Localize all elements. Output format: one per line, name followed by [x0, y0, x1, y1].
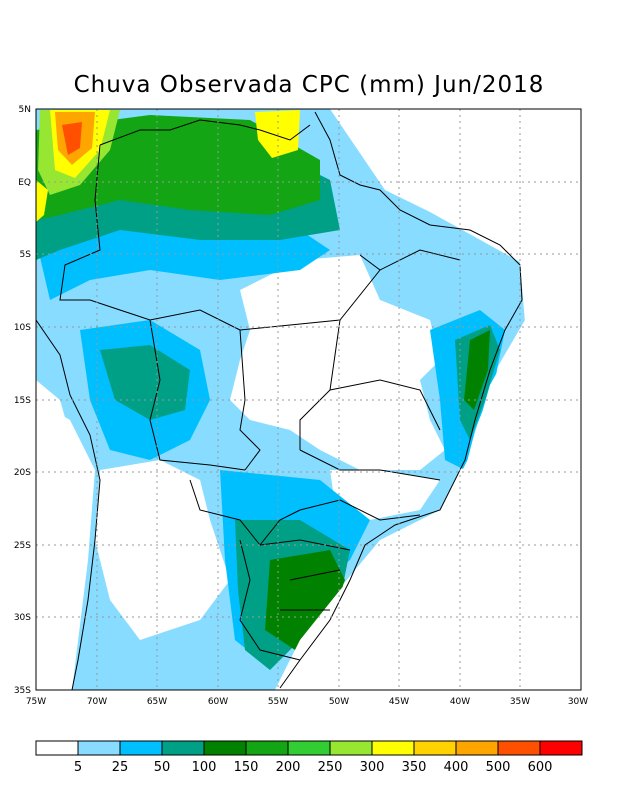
colorbar-swatch [119, 740, 163, 756]
colorbar-swatch [161, 740, 205, 756]
colorbar-label: 100 [192, 760, 217, 775]
colorbar-swatch [329, 740, 373, 756]
lon-label: 40W [450, 697, 470, 707]
lat-label: 5S [20, 250, 32, 260]
colorbar-swatch [455, 740, 499, 756]
colorbar-label: 5 [74, 760, 82, 775]
colorbar-label: 50 [154, 760, 171, 775]
colorbar-swatch [413, 740, 457, 756]
lon-label: 65W [147, 697, 167, 707]
border-bolivia [149, 319, 246, 471]
colorbar-swatch [245, 740, 289, 756]
border-argentina [239, 539, 301, 661]
state-lines [239, 249, 461, 611]
colorbar-label: 400 [444, 760, 469, 775]
colorbar-label: 350 [402, 760, 427, 775]
rain-zone-300-edge [36, 180, 48, 222]
lat-label: EQ [18, 178, 31, 188]
colorbar-label: 25 [112, 760, 129, 775]
dry-zone-south [95, 460, 230, 640]
colorbar-label: 150 [234, 760, 259, 775]
colorbar-swatch [287, 740, 331, 756]
colorbar-label: 500 [486, 760, 511, 775]
colorbar-swatch [539, 740, 583, 756]
graticule [36, 109, 581, 690]
colorbar-swatch [371, 740, 415, 756]
map-title: Chuva Observada CPC (mm) Jun/2018 [73, 72, 545, 98]
colorbar-labels: 5 25 50 100 150 200 250 300 350 400 500 600 [74, 760, 553, 775]
colorbar-swatch [77, 740, 121, 756]
lon-label: 60W [208, 697, 228, 707]
rain-zone-100-150-south [265, 550, 345, 650]
colorbar [35, 740, 583, 756]
colorbar-label: 250 [318, 760, 343, 775]
lon-label: 70W [87, 697, 107, 707]
lon-label: 35W [510, 697, 530, 707]
colorbar-swatch [497, 740, 541, 756]
rain-zone-50-100-west [100, 345, 190, 420]
ocean-mask-pacific [36, 420, 72, 690]
brazil-coastline [279, 111, 523, 689]
colorbar-label: 200 [276, 760, 301, 775]
lat-label: 25S [14, 541, 31, 551]
continent-west-coast [36, 319, 101, 690]
lon-label: 30W [568, 697, 588, 707]
rain-zone-500-north [62, 122, 82, 155]
lat-label: 5N [19, 105, 31, 115]
lon-label: 75W [26, 697, 46, 707]
border-north [99, 119, 311, 146]
colorbar-swatch [35, 740, 79, 756]
lon-label: 55W [268, 697, 288, 707]
lat-label: 10S [14, 323, 31, 333]
rain-zone-100-150-coast [464, 330, 490, 410]
dry-zone-central [230, 255, 445, 470]
lat-label: 30S [14, 613, 31, 623]
colorbar-label: 600 [528, 760, 553, 775]
political-boundaries [36, 111, 523, 690]
lat-label: 15S [14, 396, 31, 406]
border-paraguay [189, 479, 301, 546]
colorbar-label: 300 [360, 760, 385, 775]
colorbar-swatch [203, 740, 247, 756]
lat-label: 35S [14, 686, 31, 696]
lon-label: 45W [389, 697, 409, 707]
rainfall-fields [36, 109, 581, 690]
lat-label: 20S [14, 468, 31, 478]
dry-zone-south2 [330, 470, 440, 520]
lon-label: 50W [329, 697, 349, 707]
map-frame [35, 108, 582, 691]
